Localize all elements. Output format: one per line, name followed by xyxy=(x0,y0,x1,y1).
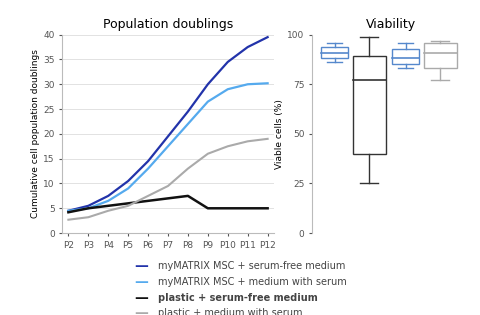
Title: Viability: Viability xyxy=(366,18,416,31)
Text: —: — xyxy=(134,291,148,305)
Bar xyxy=(353,56,386,154)
Title: Population doublings: Population doublings xyxy=(103,18,233,31)
Y-axis label: Viable cells (%): Viable cells (%) xyxy=(276,99,284,169)
Text: myMATRIX MSC + medium with serum: myMATRIX MSC + medium with serum xyxy=(158,277,347,287)
Text: —: — xyxy=(134,306,148,315)
Bar xyxy=(321,47,348,59)
Bar xyxy=(424,43,457,68)
Y-axis label: Cumulative cell population doublings: Cumulative cell population doublings xyxy=(32,49,40,218)
Bar xyxy=(392,49,419,65)
Text: plastic + medium with serum: plastic + medium with serum xyxy=(158,308,303,315)
Text: —: — xyxy=(134,259,148,273)
Text: —: — xyxy=(134,275,148,289)
Text: plastic + serum-free medium: plastic + serum-free medium xyxy=(158,293,318,303)
Text: myMATRIX MSC + serum-free medium: myMATRIX MSC + serum-free medium xyxy=(158,261,346,271)
